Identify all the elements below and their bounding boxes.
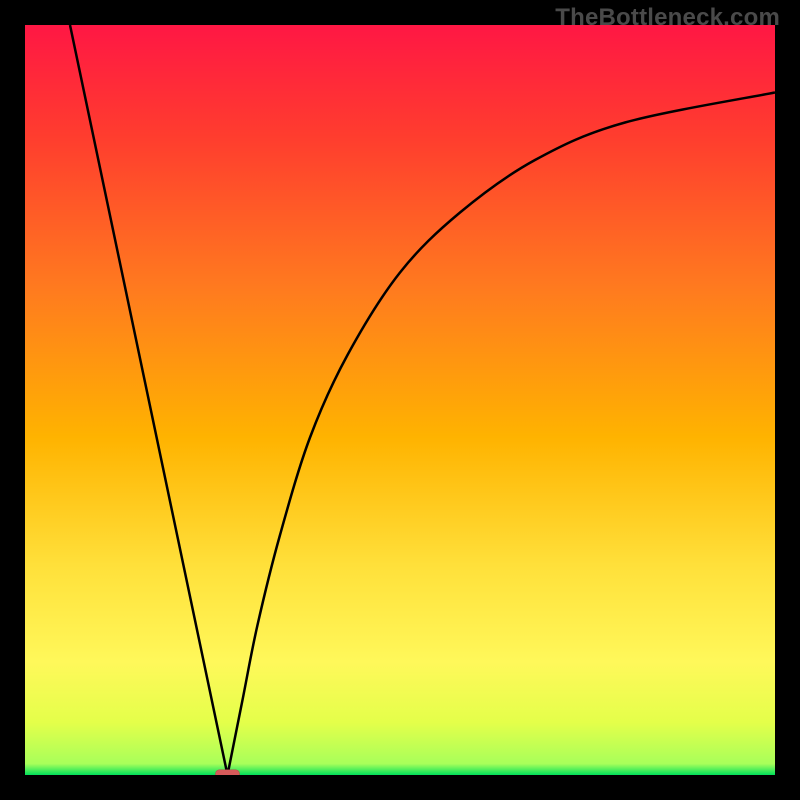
curve-min-marker	[216, 770, 240, 775]
chart-container: TheBottleneck.com	[0, 0, 800, 800]
gradient-background	[25, 25, 775, 775]
plot-area	[25, 25, 775, 775]
plot-svg	[25, 25, 775, 775]
